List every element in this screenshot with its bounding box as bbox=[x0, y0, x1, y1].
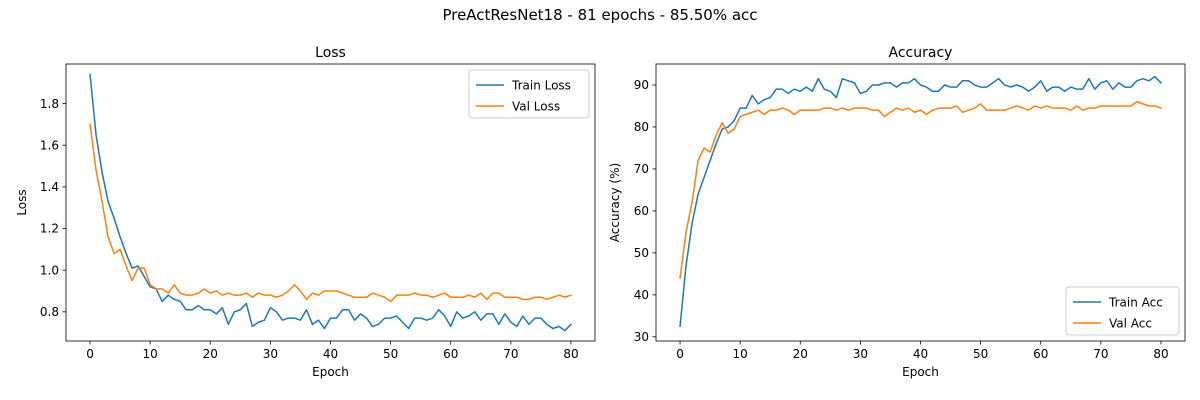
loss-x-tick-label: 20 bbox=[203, 347, 218, 361]
accuracy-x-tick-label: 50 bbox=[973, 347, 988, 361]
accuracy-y-tick-label: 30 bbox=[634, 330, 649, 344]
accuracy-legend: Train Acc Val Acc bbox=[1065, 286, 1180, 336]
train-loss-legend-label: Train Loss bbox=[511, 78, 571, 92]
accuracy-title: Accuracy bbox=[889, 45, 953, 61]
accuracy-y-tick-label: 90 bbox=[634, 78, 649, 92]
accuracy-x-tick-label: 0 bbox=[676, 347, 684, 361]
val-loss-line bbox=[89, 123, 572, 303]
accuracy-x-tick-label: 60 bbox=[1033, 347, 1048, 361]
loss-x-tick-label: 0 bbox=[86, 347, 94, 361]
accuracy-y-tick-label: 70 bbox=[634, 162, 649, 176]
loss-legend: Train Loss Val Loss bbox=[468, 69, 590, 119]
train-acc-legend-label: Train Acc bbox=[1108, 295, 1163, 309]
loss-x-axis-label: Epoch bbox=[312, 365, 349, 379]
accuracy-chart: Accuracy 0 10 20 30 40 50 60 70 80 30 40 50 60 70 80 90 E… bbox=[608, 45, 1186, 379]
loss-y-tick-label: 1.2 bbox=[40, 222, 59, 236]
loss-x-tick-label: 40 bbox=[323, 347, 338, 361]
loss-x-tick-label: 70 bbox=[503, 347, 518, 361]
val-acc-line bbox=[679, 101, 1162, 279]
accuracy-x-tick-label: 80 bbox=[1153, 347, 1168, 361]
accuracy-y-tick-label: 50 bbox=[634, 246, 649, 260]
loss-title: Loss bbox=[315, 45, 346, 61]
loss-y-tick-label: 0.8 bbox=[40, 305, 59, 319]
accuracy-x-tick-label: 20 bbox=[793, 347, 808, 361]
loss-x-tick-label: 30 bbox=[263, 347, 278, 361]
val-loss-legend-label: Val Loss bbox=[512, 99, 560, 113]
loss-y-tick-label: 1.6 bbox=[40, 138, 59, 152]
accuracy-y-tick-label: 80 bbox=[634, 120, 649, 134]
loss-y-tick-label: 1.0 bbox=[40, 263, 59, 277]
train-loss-line bbox=[89, 73, 573, 332]
accuracy-y-tick-label: 60 bbox=[634, 204, 649, 218]
loss-x-tick-label: 60 bbox=[443, 347, 458, 361]
loss-chart: Loss 0 10 20 30 40 50 60 70 80 0.8 1.0 1.2 1.4 1.6 1.8 E… bbox=[15, 45, 596, 379]
val-acc-legend-label: Val Acc bbox=[1109, 316, 1152, 330]
loss-y-tick-label: 1.4 bbox=[40, 180, 59, 194]
accuracy-y-axis-label: Accuracy (%) bbox=[608, 163, 622, 242]
loss-x-tick-label: 80 bbox=[563, 347, 578, 361]
accuracy-y-tick-label: 40 bbox=[634, 288, 649, 302]
loss-y-tick-label: 1.8 bbox=[40, 97, 59, 111]
loss-x-tick-label: 10 bbox=[143, 347, 158, 361]
train-acc-line bbox=[679, 75, 1163, 328]
loss-y-axis-label: Loss bbox=[15, 189, 29, 215]
accuracy-x-tick-label: 40 bbox=[913, 347, 928, 361]
figure-suptitle: PreActResNet18 - 81 epochs - 85.50% acc bbox=[442, 6, 757, 24]
accuracy-x-axis-label: Epoch bbox=[902, 365, 939, 379]
accuracy-x-tick-label: 10 bbox=[733, 347, 748, 361]
accuracy-x-tick-label: 70 bbox=[1093, 347, 1108, 361]
loss-x-tick-label: 50 bbox=[383, 347, 398, 361]
accuracy-x-tick-label: 30 bbox=[853, 347, 868, 361]
